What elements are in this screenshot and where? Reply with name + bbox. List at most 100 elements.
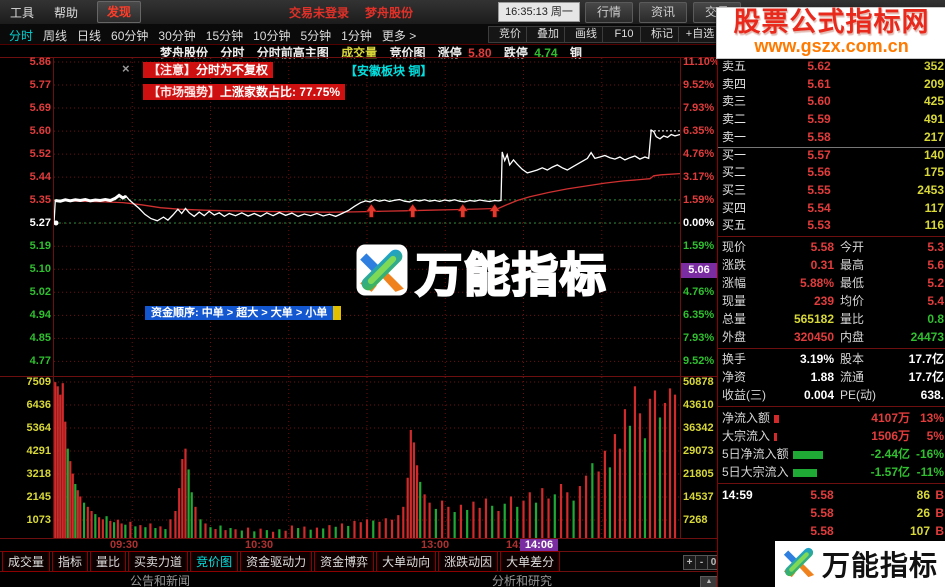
indicator-tab-1[interactable]: 成交量 bbox=[2, 551, 51, 572]
ask-row-4[interactable]: 卖二 5.59 491 bbox=[722, 111, 944, 128]
watermark-bottom-right: 万能指标 bbox=[775, 541, 945, 587]
intraday-price-chart[interactable] bbox=[54, 58, 680, 376]
volume-bar bbox=[90, 510, 93, 538]
tab-quotes[interactable]: 行情 bbox=[585, 2, 633, 23]
indicator-tab-10[interactable]: 大单差分 bbox=[500, 551, 561, 572]
stat-label: 今开 bbox=[840, 240, 865, 254]
toolbar-button-2[interactable]: 叠加 bbox=[526, 26, 570, 43]
stat-value: 1.88 bbox=[810, 370, 834, 384]
indicator-tab-7[interactable]: 资金博弈 bbox=[314, 551, 375, 572]
period-tab-1[interactable]: 分时 bbox=[9, 29, 34, 43]
pct-axis-label: 6.35% bbox=[683, 309, 715, 321]
volume-bar bbox=[478, 507, 481, 538]
volume-bar bbox=[66, 448, 69, 538]
period-tab-8[interactable]: 5分钟 bbox=[300, 29, 332, 43]
stat-row-3: 收益(三) 0.004 PE(动) 638. bbox=[722, 387, 944, 404]
section-research[interactable]: 分析和研究 bbox=[492, 574, 553, 587]
ask-row-1[interactable]: 卖五 5.62 352 bbox=[722, 58, 944, 75]
volume-bar bbox=[240, 530, 243, 538]
indicator-tab-4[interactable]: 买卖力道 bbox=[128, 551, 189, 572]
indicator-tab-5[interactable]: 竞价图 bbox=[190, 551, 239, 572]
intraday-volume-chart[interactable] bbox=[54, 377, 680, 538]
volume-bar bbox=[441, 500, 444, 538]
period-tab-2[interactable]: 周线 bbox=[43, 29, 68, 43]
toolbar-button-6[interactable]: +自选 bbox=[678, 26, 722, 43]
ask-label: 卖三 bbox=[722, 94, 747, 109]
volume-bar bbox=[559, 483, 563, 538]
title-volume-indicator[interactable]: 成交量 bbox=[341, 46, 378, 60]
time-label-partial: 14: bbox=[506, 539, 522, 551]
scroll-up-button[interactable]: ▲ bbox=[700, 576, 718, 587]
ask-row-2[interactable]: 卖四 5.61 209 bbox=[722, 76, 944, 93]
price-axis-label: 5.86 bbox=[29, 56, 51, 68]
toolbar-button-3[interactable]: 画线 bbox=[564, 26, 608, 43]
tick-price: 5.58 bbox=[810, 524, 834, 538]
volume-bar bbox=[309, 529, 312, 538]
period-tab-7[interactable]: 10分钟 bbox=[253, 29, 291, 43]
indicator-tab-2[interactable]: 指标 bbox=[52, 551, 89, 572]
toolbar-button-5[interactable]: 标记 bbox=[640, 26, 684, 43]
bid-row-4[interactable]: 买四 5.54 117 bbox=[722, 200, 944, 217]
volume-bar bbox=[290, 525, 293, 538]
volume-bar bbox=[509, 496, 513, 538]
period-tab-5[interactable]: 30分钟 bbox=[158, 29, 196, 43]
volume-bar bbox=[253, 531, 256, 538]
period-tab-10[interactable]: 更多 > bbox=[381, 29, 417, 43]
ask-row-3[interactable]: 卖三 5.60 425 bbox=[722, 93, 944, 110]
period-tab-3[interactable]: 日线 bbox=[77, 29, 102, 43]
period-tab-9[interactable]: 1分钟 bbox=[341, 29, 372, 43]
volume-axis-label-right: 50878 bbox=[683, 376, 714, 388]
fund-flow-bar-icon bbox=[774, 432, 778, 441]
indicator-tab-8[interactable]: 大单动向 bbox=[376, 551, 437, 572]
bid-row-5[interactable]: 买五 5.53 116 bbox=[722, 217, 944, 234]
indicator-tab-6[interactable]: 资金驱动力 bbox=[240, 551, 313, 572]
bid-row-2[interactable]: 买二 5.56 175 bbox=[722, 164, 944, 181]
ask-row-5[interactable]: 卖一 5.58 217 bbox=[722, 129, 944, 146]
price-axis-label: 4.94 bbox=[29, 309, 51, 321]
bid-volume: 140 bbox=[923, 147, 944, 162]
period-tab-4[interactable]: 60分钟 bbox=[111, 29, 149, 43]
tab-news[interactable]: 资讯 bbox=[639, 2, 687, 23]
stat-value: 17.7亿 bbox=[908, 370, 944, 384]
fund-flow-value: -1.57亿 bbox=[870, 465, 910, 479]
stat-value: 320450 bbox=[793, 330, 834, 344]
bid-volume: 117 bbox=[924, 200, 944, 215]
panel-separator bbox=[718, 483, 945, 484]
title-auction[interactable]: 竞价图 bbox=[389, 46, 426, 60]
stat-row-2: 涨跌 0.31 最高 5.6 bbox=[722, 257, 944, 274]
tick-price: 5.58 bbox=[810, 488, 834, 502]
title-main-chart[interactable]: 分时前高主图 bbox=[256, 46, 329, 60]
bid-row-3[interactable]: 买三 5.55 2453 bbox=[722, 182, 944, 199]
banner-url: www.gszx.com.cn bbox=[754, 36, 909, 56]
volume-bar bbox=[534, 502, 538, 538]
brand-logo-icon bbox=[356, 244, 408, 301]
stat-value: 5.58 bbox=[810, 240, 834, 254]
volume-bar bbox=[246, 527, 250, 538]
close-icon[interactable]: × bbox=[122, 61, 130, 76]
bid-volume: 175 bbox=[923, 165, 944, 180]
volume-bar bbox=[284, 530, 287, 538]
bid-row-1[interactable]: 买一 5.57 140 bbox=[722, 147, 944, 164]
volume-bar bbox=[673, 394, 677, 538]
ask-label: 卖一 bbox=[722, 129, 747, 144]
volume-bar bbox=[608, 467, 611, 538]
indicator-tab-3[interactable]: 量比 bbox=[90, 551, 127, 572]
menu-tools[interactable]: 工具 bbox=[10, 6, 35, 20]
pct-axis-label: 7.93% bbox=[683, 102, 715, 114]
menu-help[interactable]: 帮助 bbox=[54, 6, 79, 20]
price-axis-label: 5.44 bbox=[29, 171, 51, 183]
title-stock-name: 梦舟股份 bbox=[160, 46, 209, 60]
period-tab-6[interactable]: 15分钟 bbox=[205, 29, 244, 43]
indicator-tab-9[interactable]: 涨跌动因 bbox=[438, 551, 499, 572]
trade-login-status[interactable]: 交易未登录 bbox=[289, 6, 350, 20]
volume-bar bbox=[322, 528, 325, 538]
discover-button[interactable]: 发现 bbox=[97, 1, 141, 23]
stat-label: 流通 bbox=[840, 370, 865, 384]
toolbar-button-1[interactable]: 竞价 bbox=[488, 26, 532, 43]
time-axis-label: 09:30 bbox=[110, 539, 139, 551]
volume-bar bbox=[409, 429, 412, 538]
section-announcements[interactable]: 公告和新闻 bbox=[130, 574, 191, 587]
fund-flow-bar-icon bbox=[792, 468, 817, 477]
fund-flow-row-2: 大宗流入 1506万 5% bbox=[722, 428, 944, 445]
